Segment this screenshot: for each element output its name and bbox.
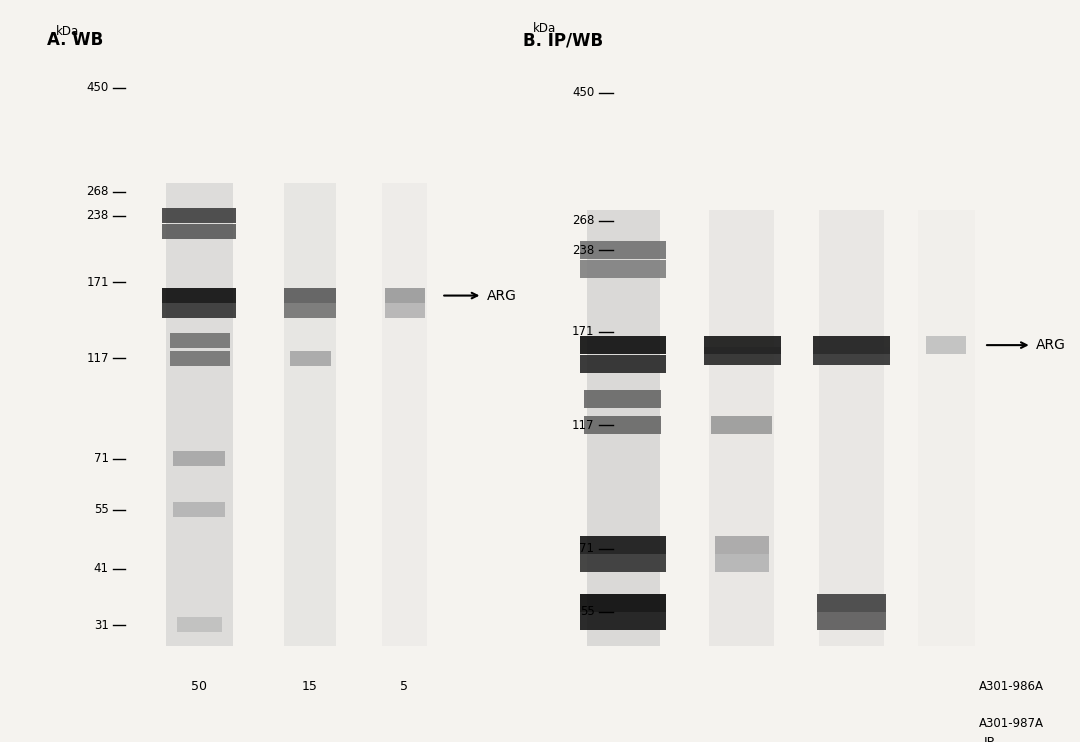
Text: 171: 171 <box>572 325 594 338</box>
Bar <box>365 666 443 706</box>
Text: 55: 55 <box>94 504 109 516</box>
Bar <box>271 666 349 706</box>
Text: B. IP/WB: B. IP/WB <box>523 31 604 50</box>
Text: 171: 171 <box>86 276 109 289</box>
Text: 71: 71 <box>94 452 109 465</box>
Text: 268: 268 <box>86 186 109 199</box>
Text: IP: IP <box>984 736 996 742</box>
Text: 5: 5 <box>401 680 408 692</box>
Text: ARG: ARG <box>1037 338 1066 352</box>
Text: 238: 238 <box>86 209 109 223</box>
Text: 450: 450 <box>86 82 109 94</box>
Bar <box>160 666 239 706</box>
Text: kDa: kDa <box>55 24 79 38</box>
Text: 41: 41 <box>94 562 109 576</box>
Text: A. WB: A. WB <box>48 31 104 50</box>
Text: ARG: ARG <box>486 289 516 303</box>
Text: 117: 117 <box>86 352 109 365</box>
Text: A301-987A: A301-987A <box>980 718 1044 730</box>
Text: A301-986A: A301-986A <box>980 680 1044 692</box>
Text: 450: 450 <box>572 86 594 99</box>
Text: 238: 238 <box>572 243 594 257</box>
Text: 55: 55 <box>580 605 594 618</box>
Text: 50: 50 <box>191 680 207 692</box>
Text: 268: 268 <box>572 214 594 227</box>
Text: kDa: kDa <box>532 22 556 35</box>
Text: HeLa: HeLa <box>286 741 318 742</box>
Text: 15: 15 <box>302 680 318 692</box>
Text: 31: 31 <box>94 619 109 631</box>
Text: 71: 71 <box>580 542 594 555</box>
Text: 117: 117 <box>572 419 594 432</box>
